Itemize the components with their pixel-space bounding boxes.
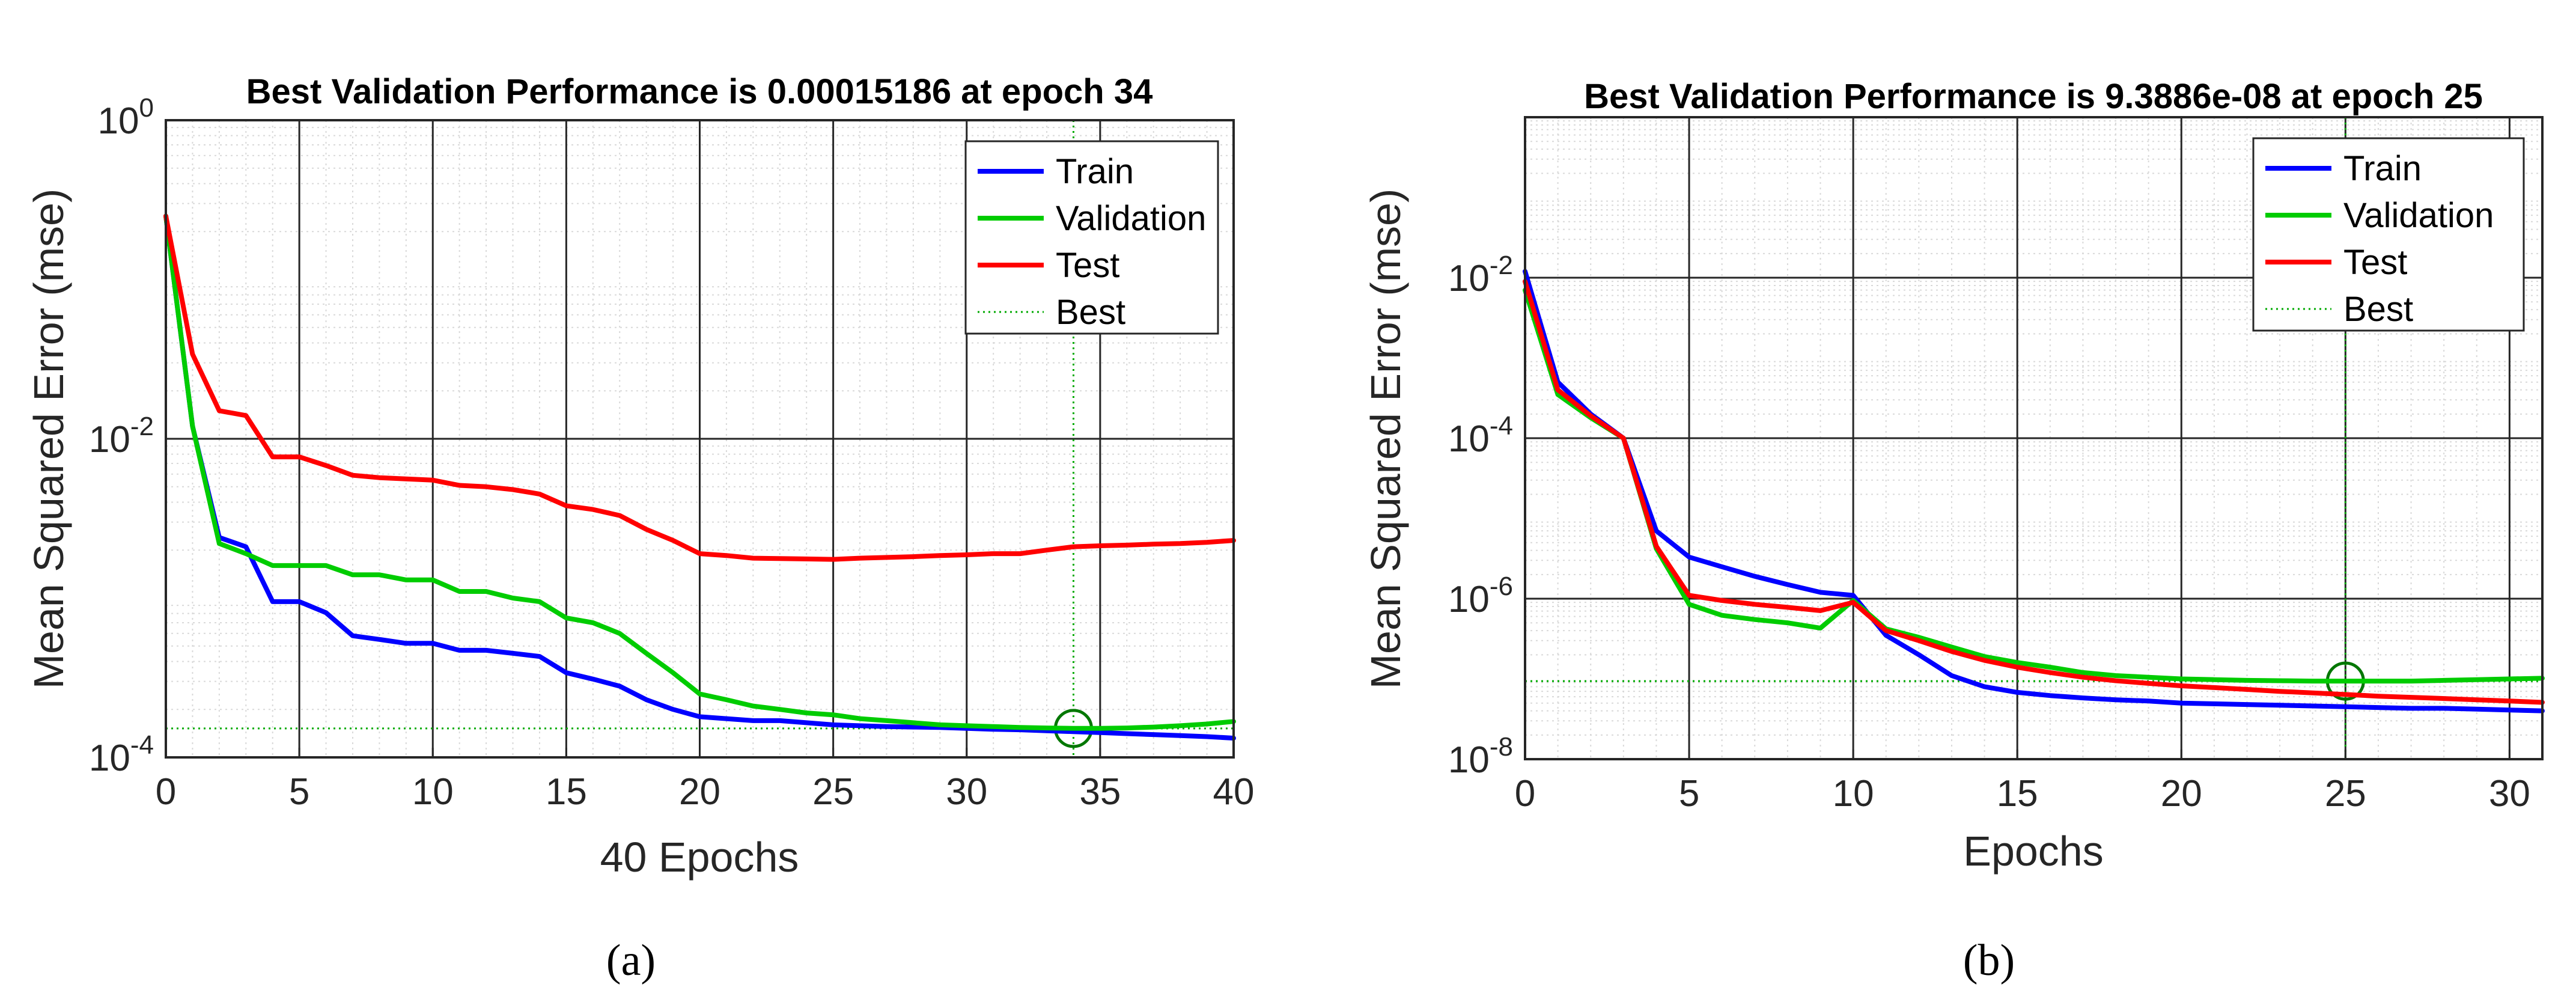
x-tick-label: 30	[2489, 773, 2530, 814]
x-tick-label: 40	[1213, 771, 1255, 813]
y-axis-label-a: Mean Squared Error (mse)	[25, 189, 72, 689]
y-tick-label: 100	[98, 93, 154, 142]
y-axis-label-b: Mean Squared Error (mse)	[1362, 189, 1409, 689]
x-tick-label: 15	[1997, 773, 2038, 814]
x-tick-label: 10	[412, 771, 454, 813]
legend-label-test: Test	[2343, 243, 2407, 282]
legend-label-train: Train	[1056, 152, 1134, 191]
x-ticks-b: 0 5 10 15 20 25 30	[1515, 750, 2530, 814]
panel-b: 0 5 10 15 20 25 30 10-8 10-6 10-4 10-2 Best Valid…	[1362, 77, 2545, 985]
series-line-validation	[163, 213, 1236, 731]
x-tick-label: 20	[679, 771, 720, 813]
series-line-train	[163, 213, 1236, 741]
axes-box-b	[1524, 116, 2544, 760]
series-lines-b	[1523, 269, 2545, 713]
legend-label-validation: Validation	[2343, 196, 2494, 235]
x-tick-label: 10	[1833, 773, 1874, 814]
x-tick-label: 15	[546, 771, 587, 813]
x-axis-label-a: 40 Epochs	[600, 834, 799, 881]
x-ticks-a: 0 5 10 15 20 25 30 35 40	[156, 748, 1255, 813]
legend-label-best: Best	[1056, 293, 1125, 332]
y-tick-label: 10-4	[1448, 411, 1513, 460]
legend-a: Train Validation Test Best	[964, 140, 1219, 335]
x-tick-label: 30	[946, 771, 987, 813]
series-lines-a	[163, 213, 1236, 741]
major-grid-a	[166, 120, 1234, 757]
legend-label-train: Train	[2343, 149, 2422, 188]
minor-grid-a	[166, 120, 1234, 757]
y-ticks-a: 10-4 10-2 100	[89, 93, 154, 779]
x-axis-label-b: Epochs	[1963, 828, 2103, 875]
chart-title-b: Best Validation Performance is 9.3886e-0…	[1584, 77, 2483, 116]
x-tick-label: 5	[1679, 773, 1699, 814]
caption-b: (b)	[1963, 936, 2015, 985]
y-tick-label: 10-4	[89, 730, 154, 779]
series-line-validation	[1523, 287, 2545, 684]
y-tick-label: 10-2	[1448, 251, 1513, 299]
x-tick-label: 35	[1079, 771, 1121, 813]
series-line-train	[1523, 269, 2545, 713]
x-tick-label: 5	[289, 771, 309, 813]
legend-label-validation: Validation	[1056, 199, 1206, 238]
legend-label-test: Test	[1056, 246, 1119, 285]
x-tick-label: 25	[812, 771, 854, 813]
caption-a: (a)	[606, 936, 656, 985]
series-line-test	[1523, 279, 2545, 705]
x-tick-label: 0	[1515, 773, 1535, 814]
y-tick-label: 10-6	[1448, 572, 1513, 620]
legend-b: Train Validation Test Best	[2252, 137, 2525, 332]
panel-a: 0 5 10 15 20 25 30 35 40 10-4 10-2 100 Best Valida…	[25, 72, 1254, 985]
x-tick-label: 25	[2325, 773, 2366, 814]
series-line-test	[163, 213, 1236, 562]
y-tick-label: 10-2	[89, 412, 154, 460]
x-tick-label: 20	[2161, 773, 2202, 814]
y-ticks-b: 10-8 10-6 10-4 10-2	[1448, 251, 1513, 781]
chart-title-a: Best Validation Performance is 0.0001518…	[246, 72, 1153, 111]
legend-label-best: Best	[2343, 290, 2413, 329]
x-tick-label: 0	[156, 771, 176, 813]
y-tick-label: 10-8	[1448, 732, 1513, 781]
